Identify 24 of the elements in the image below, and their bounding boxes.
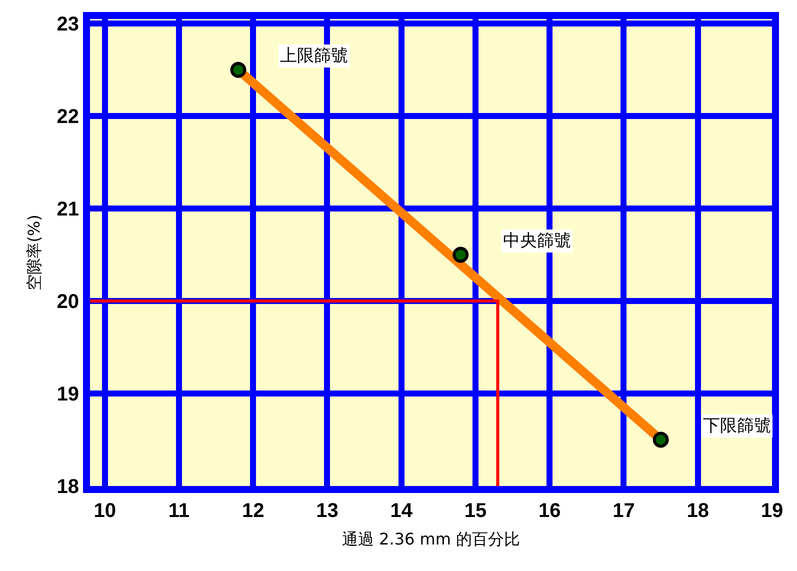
y-tick-label: 21 [56, 198, 79, 221]
y-axis-title: 空隙率(%) [24, 214, 44, 290]
x-tick-label: 12 [242, 500, 264, 522]
x-tick-label: 17 [612, 500, 635, 522]
y-tick-label: 18 [56, 476, 79, 498]
annotation: 上限篩號 [280, 46, 348, 66]
x-tick-label: 10 [94, 500, 116, 522]
y-tick-label: 22 [56, 106, 79, 128]
x-tick-label: 18 [686, 500, 709, 522]
x-tick-label: 15 [464, 500, 487, 522]
annotation: 下限篩號 [703, 416, 771, 436]
y-tick-label: 19 [56, 384, 79, 406]
x-tick-label: 11 [168, 500, 190, 522]
x-tick-label: 19 [760, 500, 784, 522]
point [652, 432, 669, 448]
y-tick-label: 23 [56, 14, 79, 36]
point [230, 62, 246, 78]
y-tick-label: 20 [56, 291, 79, 314]
x-axis-title: 通過 2.36 mm 的百分比 [342, 530, 520, 549]
x-tick-label: 13 [316, 500, 338, 522]
point [452, 246, 469, 263]
x-tick-label: 16 [538, 500, 561, 522]
annotation: 中央篩號 [503, 231, 571, 251]
x-tick-label: 14 [390, 500, 414, 522]
